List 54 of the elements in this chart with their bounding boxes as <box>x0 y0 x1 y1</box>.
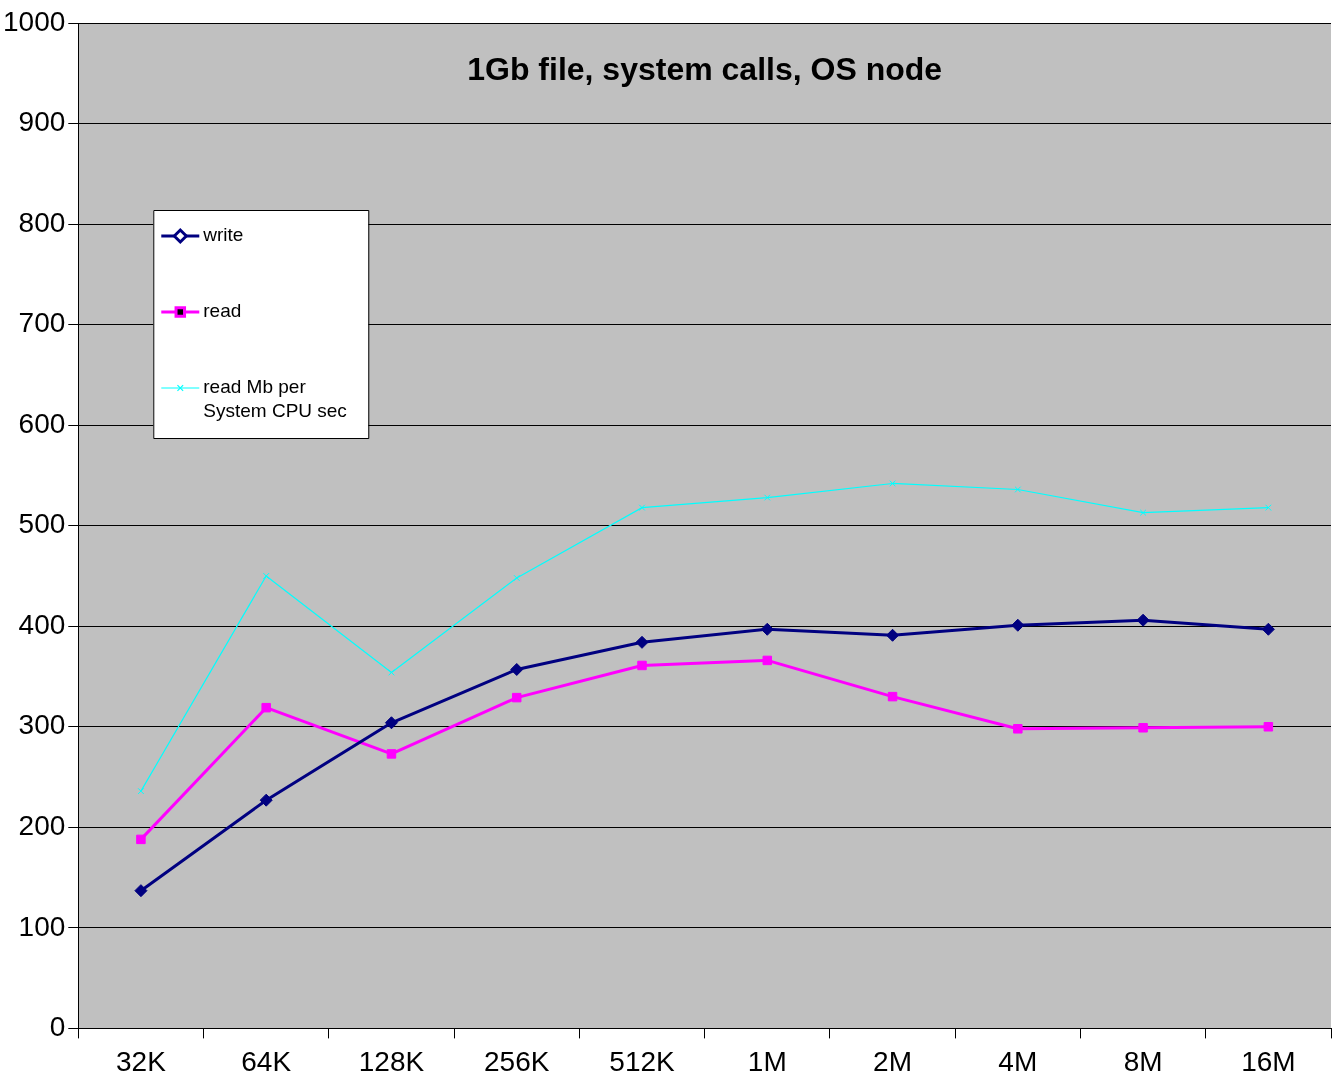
point <box>136 834 146 845</box>
y-tick-label: 800 <box>18 206 66 238</box>
y-tick-label: 100 <box>18 910 66 942</box>
y-tick-label: 0 <box>49 1011 66 1043</box>
point <box>638 504 646 511</box>
point <box>1263 722 1274 732</box>
point <box>760 622 774 636</box>
point <box>1011 618 1025 632</box>
y-tick-label: 600 <box>18 407 66 439</box>
y-tick-label: 300 <box>18 709 66 741</box>
legend-label: read <box>203 300 242 322</box>
point <box>1138 723 1148 733</box>
y-tick-label: 1000 <box>2 5 66 37</box>
point <box>513 574 521 582</box>
point <box>889 480 896 487</box>
y-tick-label: 900 <box>18 106 66 138</box>
text: 1Gb file, system calls, OS node <box>467 50 943 87</box>
point <box>762 655 773 666</box>
legend-label: write <box>202 224 244 246</box>
point <box>134 884 148 898</box>
point <box>1265 504 1272 511</box>
point <box>637 660 647 671</box>
point <box>1139 509 1147 516</box>
point <box>510 662 524 676</box>
point <box>512 692 522 703</box>
x-tick-label: 4M <box>998 1045 1038 1077</box>
point <box>886 628 900 642</box>
legend-label: read Mb per System CPU sec <box>203 376 347 422</box>
x-tick-label: 16M <box>1241 1045 1296 1077</box>
point <box>763 494 771 501</box>
point <box>887 691 898 702</box>
point <box>1136 613 1150 627</box>
point <box>137 787 145 795</box>
y-tick-label: 500 <box>18 508 66 540</box>
x-tick-label: 8M <box>1123 1045 1163 1077</box>
point <box>1014 486 1022 493</box>
point <box>259 793 273 807</box>
point <box>262 572 270 580</box>
point <box>261 702 271 713</box>
point <box>1013 724 1023 734</box>
point <box>386 749 397 759</box>
point <box>1261 622 1275 636</box>
x-tick-label: 256K <box>484 1045 550 1077</box>
y-tick-label: 700 <box>18 307 66 339</box>
y-tick-label: 200 <box>18 810 66 842</box>
y-tick-label: 400 <box>18 608 66 640</box>
x-tick-label: 512K <box>609 1045 676 1077</box>
x-tick-label: 128K <box>358 1045 425 1077</box>
x-tick-label: 2M <box>873 1045 912 1077</box>
point <box>384 716 398 730</box>
x-tick-label: 1M <box>747 1045 787 1077</box>
x-tick-label: 64K <box>241 1045 292 1077</box>
point <box>635 635 649 649</box>
x-tick-label: 32K <box>116 1045 167 1077</box>
